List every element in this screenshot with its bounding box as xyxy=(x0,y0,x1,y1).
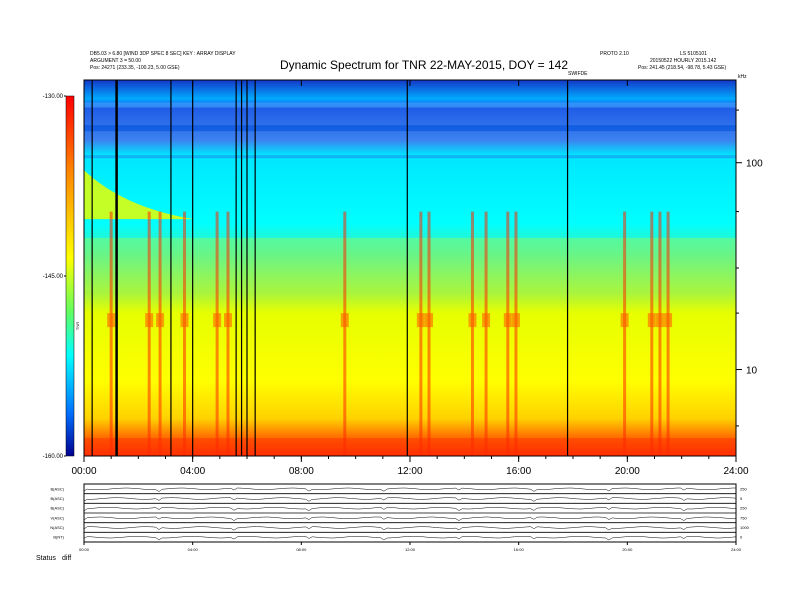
lower-series-trace xyxy=(83,487,736,492)
colorbar xyxy=(65,95,75,457)
header-right-line-1: PROTO 2.10 xyxy=(600,51,629,57)
radio-burst-core xyxy=(213,313,222,328)
radio-burst xyxy=(226,211,230,456)
x-tick-label: 20:00 xyxy=(615,466,640,477)
radio-burst xyxy=(158,211,162,456)
header-meta-line-2: ARGUMENT 3 = 50.00 xyxy=(90,58,141,64)
spectrum-band xyxy=(84,102,736,108)
lower-x-tick-label: 16:00 xyxy=(514,547,525,552)
lower-right-tick: 0 xyxy=(740,535,743,540)
radio-burst xyxy=(650,211,654,456)
radio-burst xyxy=(427,211,431,456)
lower-series-label: B(NT) xyxy=(53,535,64,540)
radio-burst xyxy=(215,211,219,456)
radio-burst-core xyxy=(145,313,154,328)
radio-burst-core xyxy=(620,313,629,328)
y-tick-label: 100 xyxy=(746,159,763,170)
radio-burst-core xyxy=(340,313,349,328)
spectrum-left-tail xyxy=(84,170,194,220)
lower-series-label: B(ASC) xyxy=(50,506,64,511)
radio-burst xyxy=(470,211,474,456)
lower-series-label: V(ASC) xyxy=(50,515,64,520)
radio-burst-core xyxy=(655,313,664,328)
lower-series-trace xyxy=(83,536,737,541)
lower-x-tick-label: 20:00 xyxy=(622,547,633,552)
marker-label: SWIFDE xyxy=(568,71,588,77)
radio-burst xyxy=(623,211,627,456)
spectrum-red-floor xyxy=(84,438,736,456)
radio-burst-core xyxy=(482,313,491,328)
radio-burst-core xyxy=(425,313,434,328)
x-tick-label: 04:00 xyxy=(180,466,205,477)
x-tick-label: 24:00 xyxy=(723,466,748,477)
spectrum-band xyxy=(84,155,736,159)
x-tick-label: 16:00 xyxy=(506,466,531,477)
lower-x-tick-label: 24:00 xyxy=(731,547,742,552)
lower-x-tick-label: 04:00 xyxy=(188,547,199,552)
radio-burst xyxy=(147,211,151,456)
lower-right-tick: 5 xyxy=(740,496,743,501)
x-tick-label: 08:00 xyxy=(289,466,314,477)
radio-burst xyxy=(506,211,510,456)
lower-right-tick: 1000 xyxy=(740,525,750,530)
lower-series-trace xyxy=(83,526,737,531)
radio-burst xyxy=(109,211,113,456)
lower-series-label: B(ASC) xyxy=(50,496,64,501)
x-tick-label: 00:00 xyxy=(71,466,96,477)
spectrum-green-zone xyxy=(84,237,736,291)
radio-burst-core xyxy=(180,313,189,328)
header-right-line-2: LS 5105101 xyxy=(680,51,707,57)
x-tick-label: 12:00 xyxy=(397,466,422,477)
radio-burst xyxy=(183,211,187,456)
radio-burst xyxy=(484,211,488,456)
header-meta-line-1: DB5.03 > 6.80 [WIND 3DP SPEC 8 SEC] KEY … xyxy=(90,51,236,57)
radio-burst xyxy=(343,211,347,456)
header-right-line-3: 20150522 HOURLY 2015.142 xyxy=(650,58,717,64)
radio-burst-core xyxy=(416,313,425,328)
radio-burst xyxy=(658,211,662,456)
colorbar-tick-label: -160.00 xyxy=(43,454,64,460)
lower-series-trace xyxy=(83,516,736,521)
y-tick-label: 10 xyxy=(746,366,758,377)
colorbar-label: TNR xyxy=(75,322,80,330)
radio-burst-core xyxy=(511,313,520,328)
spectrum-band xyxy=(84,125,736,132)
radio-burst xyxy=(666,211,670,456)
radio-burst-core xyxy=(156,313,165,328)
radio-burst-core xyxy=(647,313,656,328)
lower-series-label: B(ASC) xyxy=(50,486,64,491)
radio-burst-core xyxy=(107,313,116,328)
colorbar-tick-label: -130.00 xyxy=(43,94,64,100)
colorbar-tick-label: -145.00 xyxy=(43,274,64,280)
lower-right-tick: 750 xyxy=(740,515,747,520)
lower-right-tick: 250 xyxy=(740,486,747,491)
lower-x-tick-label: 12:00 xyxy=(405,547,416,552)
lower-series-label: N(ASC) xyxy=(50,525,64,530)
radio-burst xyxy=(514,211,518,456)
lower-right-tick: 250 xyxy=(740,506,747,511)
header-meta-line-3: Pos: 24271 (233.35, -100.23, 5.00 GSE) xyxy=(90,65,180,71)
radio-burst-core xyxy=(503,313,512,328)
radio-burst-core xyxy=(223,313,232,328)
lower-x-tick-label: 08:00 xyxy=(296,547,307,552)
radio-burst-core xyxy=(468,313,477,328)
status-value: diff xyxy=(62,555,72,562)
y-axis-label: kHz xyxy=(738,74,747,80)
status-label: Status xyxy=(36,555,56,562)
header-right-line-4: Pos: 241.45 (218.54, -98.78, 5.43 GSE) xyxy=(638,65,727,71)
lower-series-trace xyxy=(83,497,737,502)
lower-x-tick-label: 00:00 xyxy=(79,547,90,552)
chart-title: Dynamic Spectrum for TNR 22-MAY-2015, DO… xyxy=(280,58,569,72)
lower-series-trace xyxy=(83,507,737,512)
radio-burst xyxy=(419,211,423,456)
radio-burst-core xyxy=(664,313,673,328)
